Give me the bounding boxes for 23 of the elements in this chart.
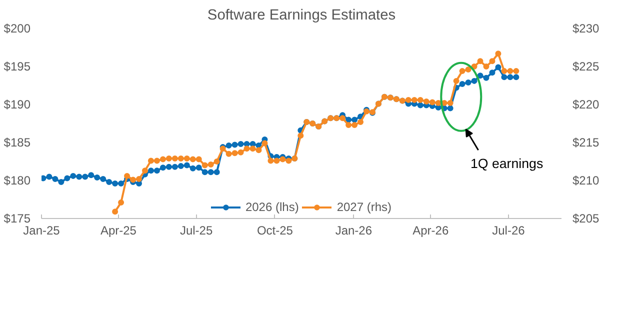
x-tick-label: Apr-25 bbox=[100, 224, 137, 238]
y2-tick-label: $205 bbox=[572, 212, 600, 226]
x-tick-label: Apr-26 bbox=[412, 224, 449, 238]
legend-label: 2026 (lhs) bbox=[245, 200, 299, 214]
y-tick-label: $185 bbox=[4, 136, 31, 150]
chart-title: Software Earnings Estimates bbox=[207, 8, 396, 24]
y-tick-label: $175 bbox=[4, 212, 31, 226]
x-tick-label: Oct-25 bbox=[256, 224, 294, 238]
y-tick-label: $200 bbox=[4, 22, 31, 36]
y2-tick-label: $225 bbox=[572, 60, 600, 74]
x-tick-label: Jul-26 bbox=[492, 224, 526, 238]
y-tick-label: $180 bbox=[4, 174, 31, 188]
y2-tick-label: $230 bbox=[572, 22, 600, 36]
legend-label: 2027 (rhs) bbox=[336, 200, 392, 214]
y2-tick-label: $220 bbox=[572, 98, 600, 112]
y2-tick-label: $215 bbox=[572, 136, 600, 150]
x-tick-label: Jan-26 bbox=[335, 224, 372, 238]
x-tick-label: Jan-25 bbox=[23, 224, 60, 238]
y2-tick-label: $210 bbox=[572, 174, 600, 188]
x-tick-label: Jul-25 bbox=[180, 224, 213, 238]
y-tick-label: $190 bbox=[4, 98, 31, 112]
annotation: 1Q earnings bbox=[470, 156, 544, 171]
y-tick-label: $195 bbox=[4, 60, 31, 74]
